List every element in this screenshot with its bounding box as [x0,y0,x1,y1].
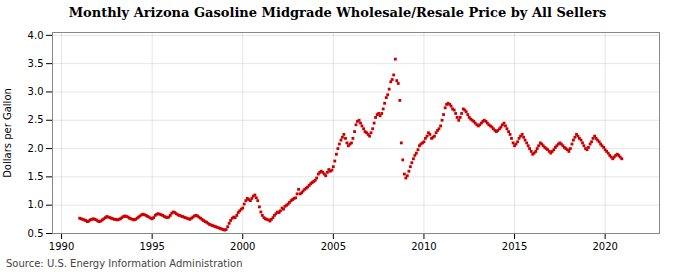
svg-text:3.5: 3.5 [28,58,44,69]
svg-text:1995: 1995 [139,241,164,252]
html-text:Source: U.S. Energy Informatio: Source: U.S. Energy Information Administ… [6,258,243,269]
svg-text:2005: 2005 [321,241,346,252]
svg-text:3.0: 3.0 [28,86,44,97]
svg-text:Dollars per Gallon: Dollars per Gallon [2,88,13,178]
svg-text:2.5: 2.5 [28,114,44,125]
svg-text:2.0: 2.0 [28,143,44,154]
svg-text:1.0: 1.0 [28,199,44,210]
svg-text:1.5: 1.5 [28,171,44,182]
svg-text:2000: 2000 [230,241,255,252]
svg-text:2015: 2015 [502,241,527,252]
svg-text:0.5: 0.5 [28,228,44,239]
svg-text:2020: 2020 [592,241,617,252]
html-text:Monthly Arizona Gasoline Midgr: Monthly Arizona Gasoline Midgrade Wholes… [68,5,607,20]
svg-text:1990: 1990 [49,241,74,252]
svg-text:2010: 2010 [411,241,436,252]
svg-text:4.0: 4.0 [28,30,44,41]
